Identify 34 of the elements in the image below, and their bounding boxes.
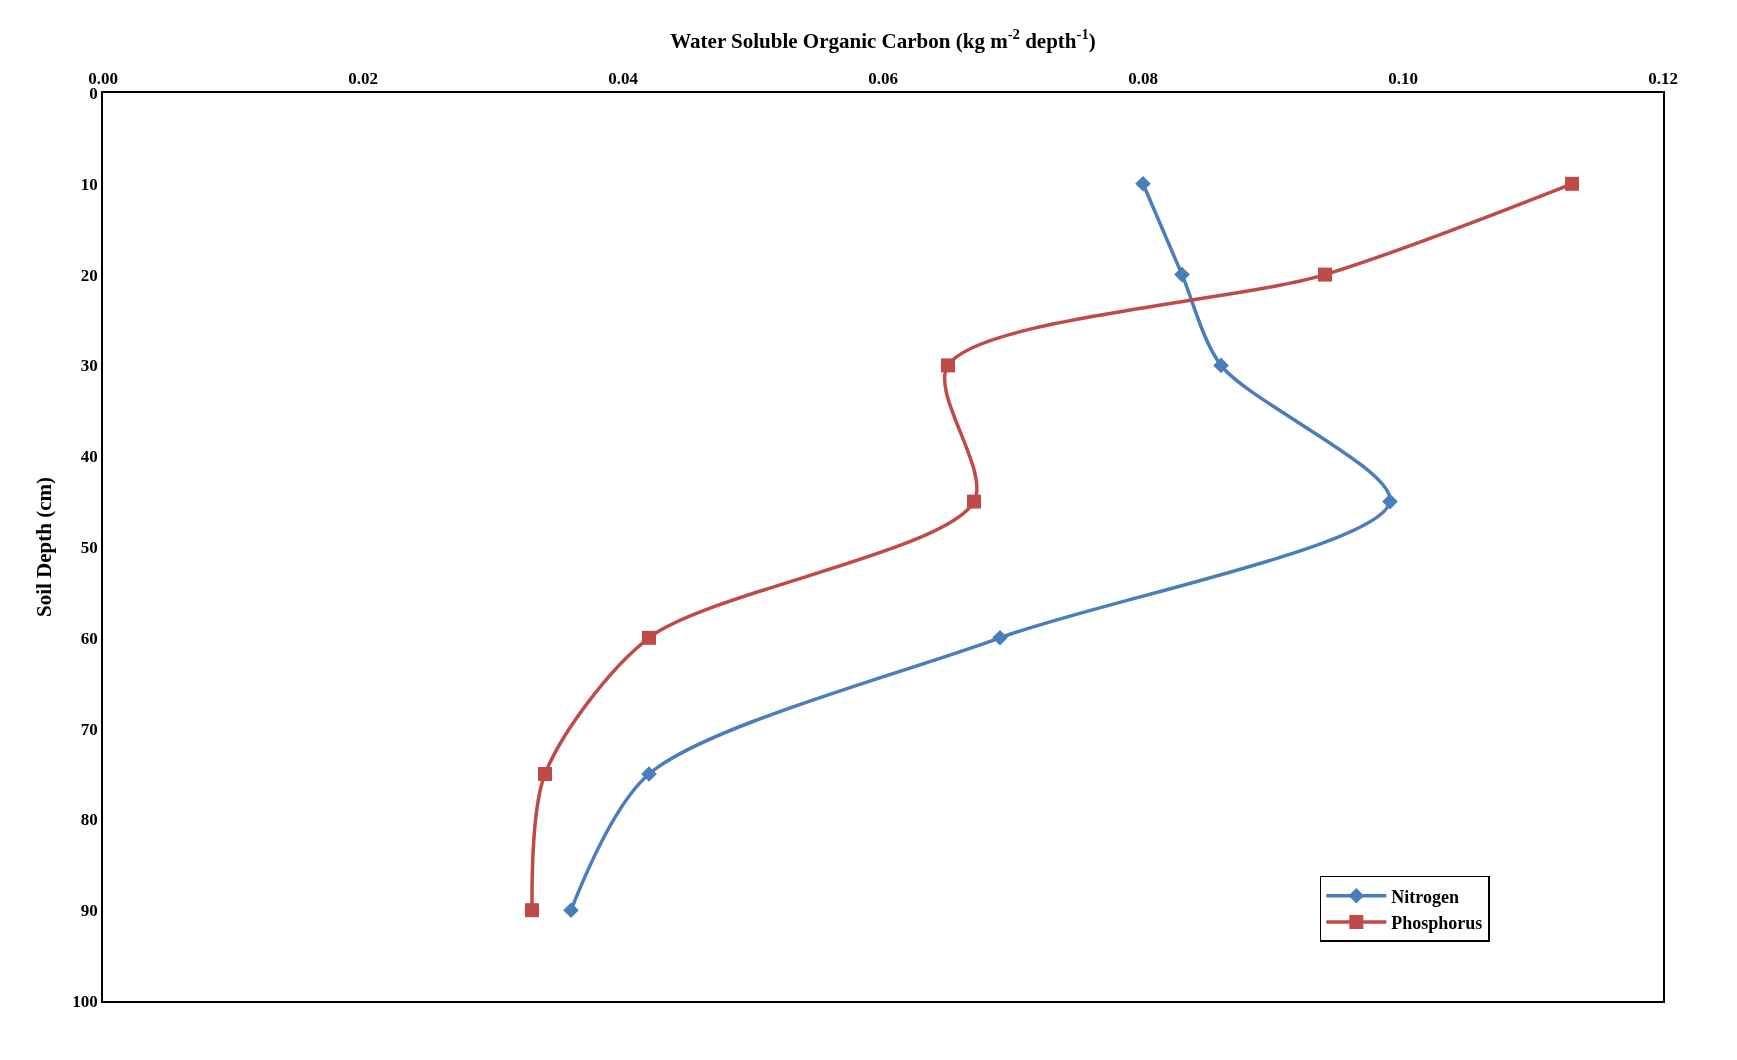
x-axis-title: Water Soluble Organic Carbon (kg m$^{-2}$ depth$^{-1}$) [670,26,1096,54]
legend-label: Phosphorus [1391,913,1483,934]
y-tick-label: 40 [80,447,98,467]
point [1174,266,1190,283]
x-tick-label: 0.04 [608,69,639,89]
point [538,767,552,781]
y-tick-label: 30 [80,356,98,376]
x-tick-label: 0.10 [1388,69,1418,89]
point [1135,176,1151,192]
point [642,630,656,645]
point [641,766,657,782]
y-tick-label: 50 [80,537,98,557]
y-tick-label: 10 [80,174,98,194]
y-tick-label: 20 [80,265,98,285]
y-tick-label: 70 [80,719,98,739]
x-tick-label: 0.02 [348,69,378,89]
point [1213,357,1229,374]
y-tick-label: 100 [72,991,98,1011]
y-tick-label: 60 [80,628,98,648]
point [992,630,1008,646]
point [967,494,981,509]
x-tick-label: 0.08 [1128,69,1158,89]
y-tick-label: 80 [80,810,98,830]
point [1565,176,1579,191]
point [941,358,955,373]
legend-label: Nitrogen [1391,886,1459,907]
y-tick-label: 90 [80,901,98,921]
y-axis-title: Soil Depth (cm) [32,477,56,617]
point [1318,267,1332,282]
point [563,902,579,918]
point [1382,493,1398,510]
x-tick-label: 0.12 [1648,69,1678,89]
point [525,903,539,918]
x-tick-label: 0.06 [868,69,898,89]
